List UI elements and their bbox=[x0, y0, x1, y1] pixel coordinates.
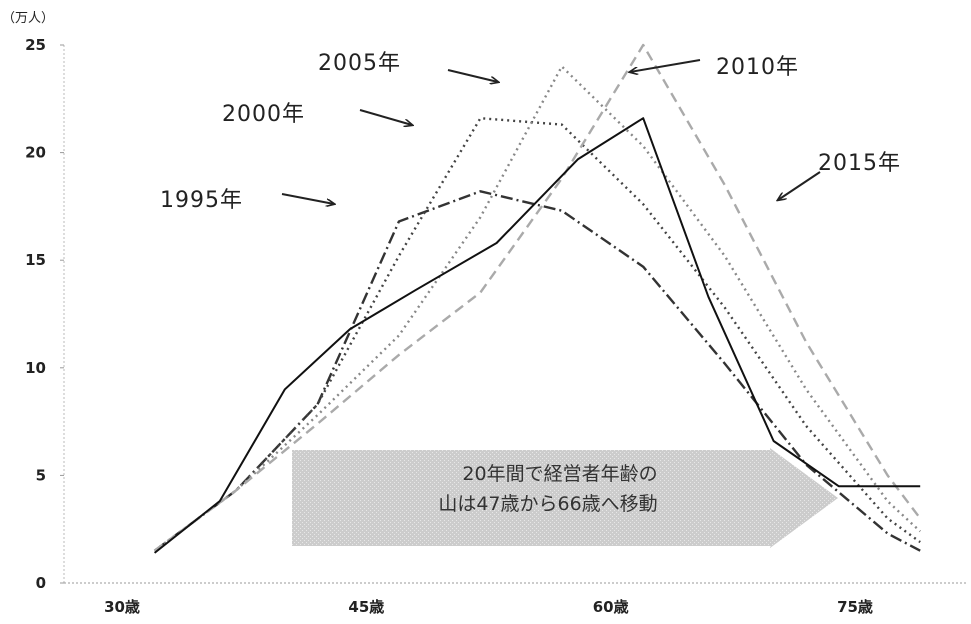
label-2000: 2000年 bbox=[222, 102, 305, 127]
y-tick-label: 0 bbox=[36, 574, 46, 592]
arrow-1995 bbox=[281, 193, 334, 204]
arrow-2000 bbox=[359, 109, 412, 125]
annotation-box: 20年間で経営者年齢の 山は47歳から66歳へ移動 bbox=[292, 448, 838, 548]
x-ticks: 30歳 45歳 60歳 75歳 bbox=[104, 598, 873, 616]
y-tick-label: 20 bbox=[25, 144, 46, 162]
arrow-2015 bbox=[778, 171, 821, 200]
label-2010: 2010年 bbox=[716, 55, 799, 80]
series-line-2000 bbox=[153, 116, 921, 552]
arrow-2005 bbox=[447, 69, 498, 82]
label-2015: 2015年 bbox=[818, 151, 901, 176]
pointer-arrows bbox=[281, 59, 821, 204]
y-ticks: 0 5 10 15 20 25 bbox=[25, 36, 64, 592]
annotation-line-2: 山は47歳から66歳へ移動 bbox=[438, 493, 657, 515]
label-2005: 2005年 bbox=[318, 51, 401, 76]
unit-label: （万人） bbox=[2, 11, 54, 26]
x-tick-label: 60歳 bbox=[593, 598, 629, 616]
series-line-2015 bbox=[153, 117, 921, 554]
x-tick-label: 75歳 bbox=[837, 598, 873, 616]
y-tick-label: 5 bbox=[36, 466, 46, 484]
annotation-arrow-shape bbox=[292, 448, 838, 548]
y-tick-label: 10 bbox=[25, 359, 46, 377]
year-labels: 2005年 2010年 2000年 2015年 1995年 bbox=[160, 51, 901, 213]
axes bbox=[63, 45, 968, 584]
series-line-2005 bbox=[153, 65, 922, 552]
x-tick-label: 30歳 bbox=[104, 598, 140, 616]
arrow-2010 bbox=[630, 59, 701, 72]
y-tick-label: 15 bbox=[25, 251, 46, 269]
y-tick-label: 25 bbox=[25, 36, 46, 54]
series-group bbox=[153, 43, 922, 554]
label-1995: 1995年 bbox=[160, 188, 243, 213]
annotation-line-1: 20年間で経営者年齢の bbox=[462, 463, 657, 485]
x-tick-label: 45歳 bbox=[348, 598, 384, 616]
